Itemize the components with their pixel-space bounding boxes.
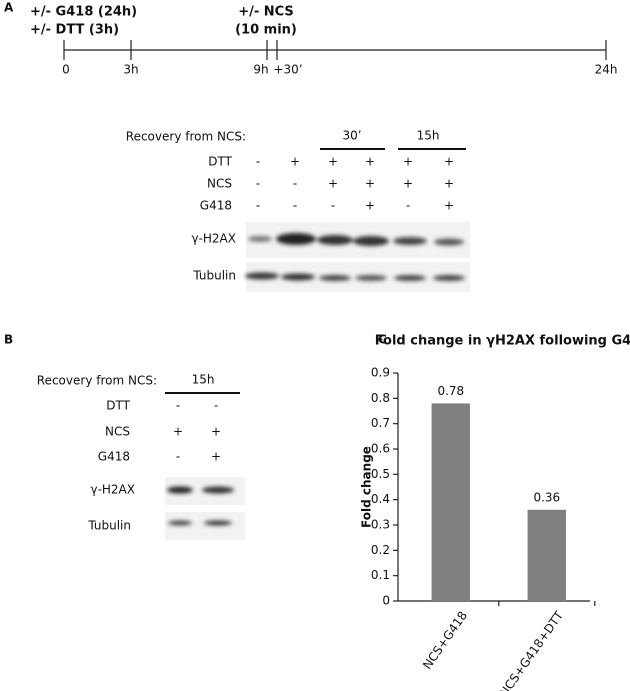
time-label: 3h xyxy=(123,63,138,77)
bands xyxy=(167,486,234,494)
treatment: +/- DTT (3h) xyxy=(30,23,119,38)
row-label: NCS xyxy=(207,177,232,191)
timeline xyxy=(63,40,607,60)
sign: + xyxy=(444,155,454,169)
band-label: γ-H2AX xyxy=(90,483,135,497)
row-label: G418 xyxy=(200,199,232,213)
sign: + xyxy=(444,199,454,213)
row-label: G418 xyxy=(98,450,130,464)
bar xyxy=(527,509,566,601)
sign: - xyxy=(256,177,260,191)
time-label: 0 xyxy=(62,63,70,77)
y-tick-label: 0.7 xyxy=(371,416,390,430)
sign: - xyxy=(293,177,297,191)
band-label: Tubulin xyxy=(192,269,236,283)
bands xyxy=(248,233,464,246)
blot-box xyxy=(165,512,245,540)
group-label: 15h xyxy=(417,129,440,143)
sign: + xyxy=(444,177,454,191)
panel-label: C xyxy=(378,333,387,347)
value-label: 0.36 xyxy=(533,490,560,504)
ncs-label: +/- NCS xyxy=(238,5,294,20)
y-tick-label: 0.2 xyxy=(371,543,390,557)
recovery-label: Recovery from NCS: xyxy=(126,130,246,144)
y-tick-label: 0.3 xyxy=(371,518,390,532)
bands xyxy=(245,272,465,281)
value-label: 0.78 xyxy=(437,384,464,398)
group-label: 15h xyxy=(192,373,215,387)
sign: - xyxy=(293,199,297,213)
band-label: Tubulin xyxy=(87,519,131,533)
blot-rows: DTT - + + + + + NCS - - + + + + G418 - - - + - + xyxy=(200,155,454,213)
panel-label: A xyxy=(4,1,14,15)
sign: - xyxy=(214,399,218,413)
sign: + xyxy=(290,155,300,169)
row-label: NCS xyxy=(105,425,130,439)
y-axis-label: Fold change xyxy=(360,446,374,528)
x-tick-label: NCS+G418+DTT xyxy=(497,608,567,691)
time-label: 9h xyxy=(253,63,268,77)
sign: + xyxy=(403,155,413,169)
sign: - xyxy=(176,450,180,464)
time-label: +30’ xyxy=(273,63,302,77)
row-label: DTT xyxy=(208,155,232,169)
y-tick-label: 0.6 xyxy=(371,442,390,456)
chart-title: Fold change in γH2AX following G418 xyxy=(375,334,630,349)
x-tick-label: NCS+G418 xyxy=(420,609,470,672)
blot-rows: DTT - - NCS + + G418 - + xyxy=(98,399,221,464)
y-tick-label: 0.5 xyxy=(371,467,390,481)
bar xyxy=(431,403,470,601)
sign: + xyxy=(365,199,375,213)
sign: + xyxy=(211,450,221,464)
y-tick-label: 0.8 xyxy=(371,391,390,405)
sign: + xyxy=(211,425,221,439)
row-label: DTT xyxy=(106,399,130,413)
sign: + xyxy=(328,177,338,191)
y-tick-label: 0.4 xyxy=(371,492,390,506)
sign: + xyxy=(328,155,338,169)
sign: - xyxy=(406,199,410,213)
chart: 0 0.1 0.2 0.3 0.4 0.5 0.6 0.7 0.8 0.9 0.78 NCS+G418… xyxy=(371,366,596,691)
sign: + xyxy=(173,425,183,439)
y-tick-label: 0 xyxy=(382,594,390,608)
sign: - xyxy=(256,155,260,169)
ncs-label: (10 min) xyxy=(235,23,297,38)
sign: + xyxy=(365,155,375,169)
sign: + xyxy=(365,177,375,191)
sign: - xyxy=(256,199,260,213)
treatment: +/- G418 (24h) xyxy=(30,5,137,20)
group-label: 30’ xyxy=(342,129,361,143)
y-tick-label: 0.9 xyxy=(371,366,390,380)
sign: - xyxy=(176,399,180,413)
band-label: γ-H2AX xyxy=(191,232,236,246)
bands xyxy=(168,520,232,526)
y-tick-label: 0.1 xyxy=(371,568,390,582)
sign: - xyxy=(331,199,335,213)
time-label: 24h xyxy=(595,63,618,77)
sign: + xyxy=(403,177,413,191)
recovery-label: Recovery from NCS: xyxy=(37,374,157,388)
panel-label: B xyxy=(4,333,13,347)
